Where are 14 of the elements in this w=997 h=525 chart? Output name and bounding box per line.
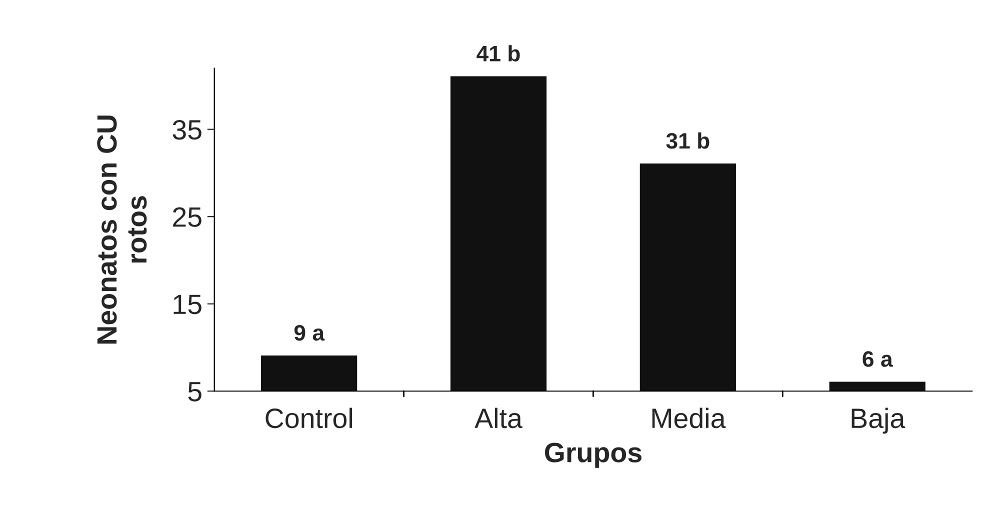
y-axis-title: Neonatos con CU rotos [97, 116, 147, 344]
x-axis-title: Grupos [544, 442, 642, 468]
x-tick-label: Media [652, 408, 726, 428]
data-label: 6 a [862, 351, 893, 367]
x-tick-label: Baja [852, 408, 906, 434]
y-tick-label: 25 [173, 207, 202, 227]
data-label: 9 a [294, 324, 325, 341]
y-tick-label: 5 [188, 382, 202, 402]
x-tick-label: Alta [474, 408, 522, 428]
y-tick-label: 15 [174, 294, 202, 314]
data-label: 31 b [666, 132, 710, 149]
x-tick-label: Control [266, 408, 352, 428]
y-tick-label: 35 [172, 120, 202, 140]
data-label: 41 b [476, 45, 520, 62]
